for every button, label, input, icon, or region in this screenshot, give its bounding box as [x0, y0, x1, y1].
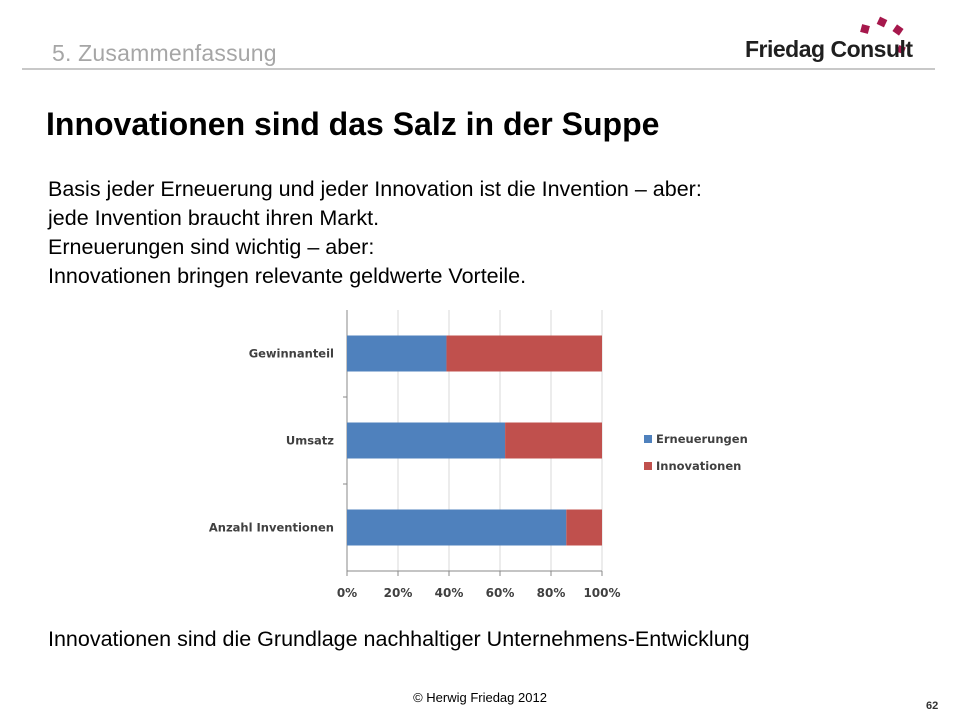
conclusion-text: Innovationen sind die Grundlage nachhalt… — [48, 627, 750, 651]
category-label: Gewinnanteil — [249, 347, 334, 361]
copyright-text: © Herwig Friedag 2012 — [413, 690, 547, 705]
bar-segment — [566, 509, 602, 546]
section-label: 5. Zusammenfassung — [52, 40, 277, 66]
bar-segment — [347, 335, 447, 372]
body-line: jede Invention braucht ihren Markt. — [48, 206, 380, 230]
x-tick-label: 20% — [384, 586, 413, 600]
body-text: Basis jeder Erneuerung und jeder Innovat… — [48, 175, 702, 291]
body-line: Innovationen bringen relevante geldwerte… — [48, 264, 527, 288]
header-divider — [22, 68, 935, 70]
category-label: Umsatz — [286, 434, 334, 448]
bar-segment — [505, 422, 602, 459]
logo-text: Friedag Consult — [745, 36, 913, 62]
body-line: Basis jeder Erneuerung und jeder Innovat… — [48, 177, 702, 201]
slide-title: Innovationen sind das Salz in der Suppe — [46, 106, 660, 142]
category-label: Anzahl Inventionen — [209, 521, 334, 535]
bar-segment — [347, 509, 567, 546]
company-logo: Friedag Consult — [745, 14, 945, 70]
logo-squares-icon — [860, 16, 906, 55]
x-tick-label: 80% — [537, 586, 566, 600]
x-tick-label: 40% — [435, 586, 464, 600]
x-tick-label: 60% — [486, 586, 515, 600]
legend-swatch — [644, 462, 652, 470]
page-number: 62 — [926, 700, 939, 712]
legend-swatch — [644, 435, 652, 443]
chart-svg: 0% 20% 40% 60% 80% 100% Gewinnanteil Umsatz Anza… — [209, 310, 748, 600]
bar-segment — [347, 422, 506, 459]
bar-segment — [446, 335, 602, 372]
legend-label: Erneuerungen — [656, 432, 748, 446]
stacked-bar-chart: 0% 20% 40% 60% 80% 100% Gewinnanteil Umsatz Anza… — [200, 305, 760, 610]
legend-label: Innovationen — [656, 459, 741, 473]
x-tick-label: 0% — [337, 586, 357, 600]
x-tick-label: 100% — [583, 586, 620, 600]
body-line: Erneuerungen sind wichtig – aber: — [48, 235, 375, 259]
